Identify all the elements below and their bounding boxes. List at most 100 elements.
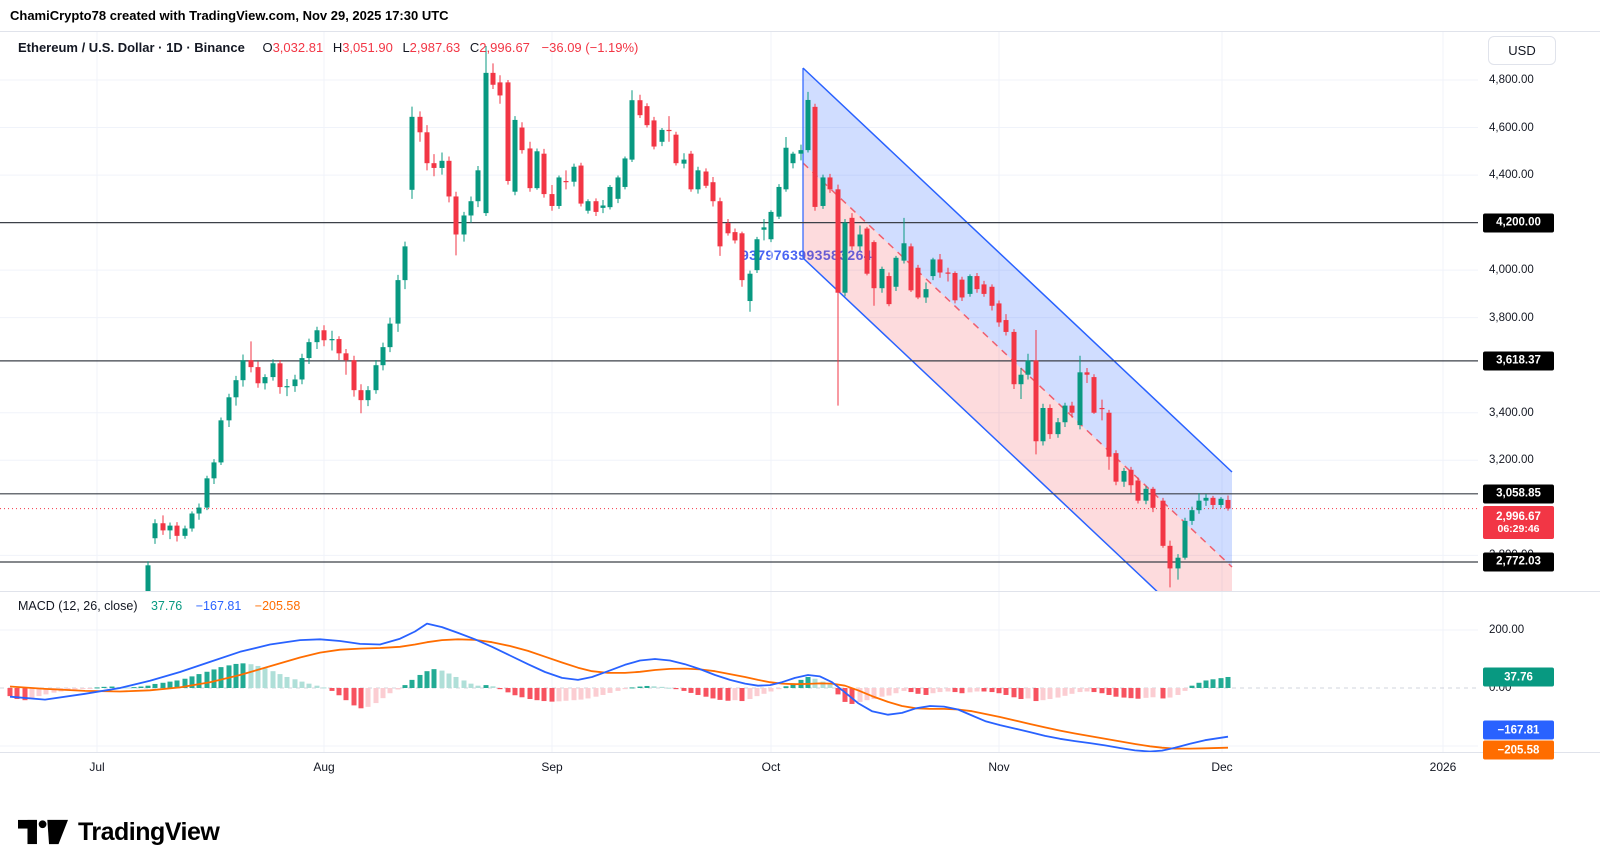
candle xyxy=(578,162,584,207)
macd-histogram-bar xyxy=(886,688,892,696)
candle xyxy=(1121,467,1127,487)
candle xyxy=(1003,314,1009,336)
macd-histogram-bar xyxy=(989,688,995,693)
candle xyxy=(622,156,628,190)
candle xyxy=(1047,404,1053,439)
candle xyxy=(387,317,393,353)
macd-histogram-bar xyxy=(915,688,921,694)
open-value: 3,032.81 xyxy=(272,40,324,55)
symbol-legend: Ethereum / U.S. Dollar · 1D · Binance O3… xyxy=(18,40,638,55)
price-tick-label: 3,200.00 xyxy=(1489,454,1534,467)
candle xyxy=(747,270,753,312)
candle xyxy=(329,330,335,351)
macd-histogram-bar xyxy=(14,688,20,700)
candle xyxy=(541,148,547,198)
macd-histogram-bar xyxy=(1033,688,1039,702)
time-axis-label[interactable]: Oct xyxy=(761,760,781,774)
candle xyxy=(204,475,210,511)
candle xyxy=(145,561,151,591)
price-tick-label: 4,000.00 xyxy=(1489,264,1534,277)
macd-histogram-bar xyxy=(1003,688,1009,695)
macd-line-value: −167.81 xyxy=(195,599,242,613)
channel-lower-line[interactable] xyxy=(802,257,1232,662)
macd-histogram-bar xyxy=(226,665,232,688)
macd-histogram-bar xyxy=(329,688,335,691)
candle xyxy=(739,231,745,287)
macd-histogram-bar xyxy=(908,688,914,693)
macd-histogram-bar xyxy=(22,688,28,701)
macd-histogram-bar xyxy=(1099,688,1105,694)
macd-histogram-bar xyxy=(336,688,342,696)
candle xyxy=(827,173,833,193)
candle xyxy=(483,46,489,216)
candle xyxy=(1040,403,1046,446)
open-label: O xyxy=(262,40,273,55)
candle xyxy=(549,185,555,211)
candle xyxy=(989,284,995,311)
macd-histogram-bar xyxy=(600,688,606,695)
macd-histogram-bar xyxy=(1018,688,1024,700)
tradingview-logo[interactable]: TradingView xyxy=(18,815,220,849)
time-axis-label[interactable]: Jul xyxy=(89,760,105,774)
candle xyxy=(1210,495,1216,509)
macd-histogram-bar xyxy=(1106,688,1112,695)
macd-signal-value: −205.58 xyxy=(254,599,301,613)
price-pane[interactable] xyxy=(0,32,1478,662)
macd-histogram-bar xyxy=(196,674,202,688)
time-axis-label[interactable]: Aug xyxy=(313,760,335,774)
candle xyxy=(1225,495,1231,511)
attribution-text: ChamiCrypto78 created with TradingView.c… xyxy=(10,8,449,23)
macd-histogram-bar xyxy=(380,688,386,699)
macd-histogram-bar xyxy=(1189,685,1195,688)
candle xyxy=(1128,466,1134,494)
countdown-timer: 06:29:46 xyxy=(1497,522,1540,535)
time-axis-label[interactable]: Dec xyxy=(1211,760,1233,774)
macd-histogram-bar xyxy=(1062,688,1068,696)
candle xyxy=(871,240,877,306)
macd-histogram-bar xyxy=(1143,688,1149,698)
candle xyxy=(644,103,650,128)
candle xyxy=(534,148,540,190)
macd-line xyxy=(9,622,1229,752)
macd-histogram-bar xyxy=(182,678,188,688)
candle xyxy=(981,280,987,297)
candle xyxy=(1203,494,1209,506)
macd-histogram-bar xyxy=(387,688,393,694)
channel-upper-line[interactable] xyxy=(802,67,1233,473)
macd-histogram-bar xyxy=(593,688,599,697)
macd-histogram-bar xyxy=(761,688,767,694)
candle xyxy=(468,196,474,223)
candle xyxy=(417,111,423,142)
candle xyxy=(1018,368,1024,399)
candle xyxy=(365,386,371,407)
candle xyxy=(395,274,401,332)
candle xyxy=(790,151,796,169)
candle xyxy=(1160,497,1166,548)
macd-histogram-bar xyxy=(857,688,863,702)
candle xyxy=(373,359,379,394)
time-axis-label[interactable]: 2026 xyxy=(1429,760,1457,774)
macd-histogram-bar xyxy=(959,688,965,694)
macd-pane[interactable] xyxy=(0,592,1478,752)
time-axis-label[interactable]: Sep xyxy=(541,760,563,774)
macd-histogram-bar xyxy=(717,688,723,700)
macd-histogram-bar xyxy=(1040,688,1046,701)
candle xyxy=(637,94,643,119)
currency-usd-button[interactable]: USD xyxy=(1488,36,1556,65)
candle xyxy=(461,211,467,242)
macd-hist-value: 37.76 xyxy=(150,599,183,613)
macd-histogram-bar xyxy=(218,667,224,688)
candle xyxy=(1099,399,1105,421)
candle xyxy=(1069,401,1075,418)
candle xyxy=(446,156,452,203)
low-value: 2,987.63 xyxy=(409,40,461,55)
macd-histogram-bar xyxy=(754,688,760,697)
macd-histogram-bar xyxy=(36,688,42,697)
time-axis-label[interactable]: Nov xyxy=(988,760,1010,774)
macd-histogram-bar xyxy=(563,688,569,701)
candle xyxy=(262,374,268,390)
macd-histogram-bar xyxy=(483,685,489,688)
macd-histogram-bar xyxy=(7,688,13,697)
candle xyxy=(453,191,459,256)
